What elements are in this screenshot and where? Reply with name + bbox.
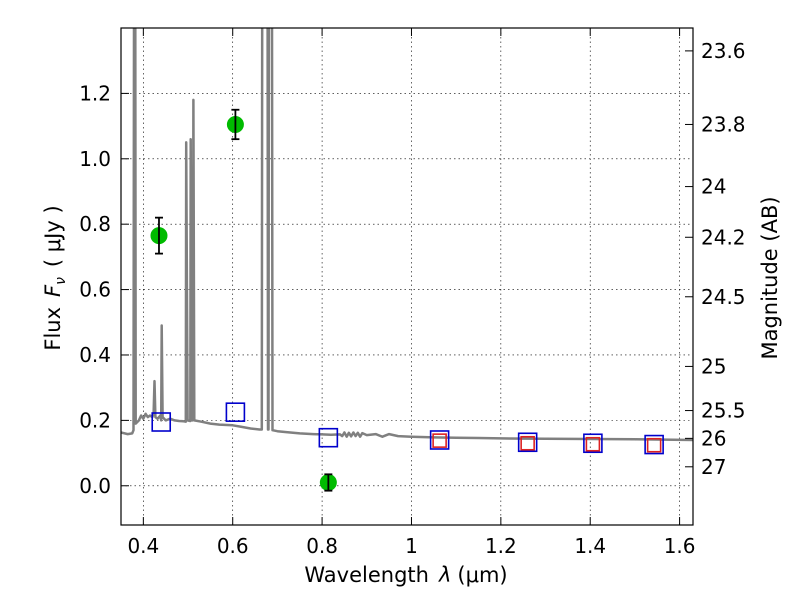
mag-tick-label-0: 23.6 — [701, 39, 746, 63]
mag-tick-label-8: 27 — [701, 455, 726, 479]
mag-tick-label-5: 25 — [701, 354, 726, 378]
y-tick-label-0: 0.0 — [79, 474, 111, 498]
mag-tick-label-7: 26 — [701, 426, 726, 450]
y-axis-label: FluxFν( μJy ) — [41, 205, 69, 350]
model-square-blue-4 — [517, 432, 538, 453]
mag-tick-label-1: 23.8 — [701, 112, 746, 136]
model-square-blue-0 — [151, 412, 172, 432]
model-square-red-3 — [646, 437, 662, 453]
x-tick-label-2: 0.8 — [306, 534, 338, 558]
model-square-blue-2 — [318, 427, 339, 448]
mag-tick-label-3: 24.2 — [701, 225, 746, 249]
ticks: 0.4 0.6 0.8 1 1.2 1.4 1.6 0.0 0.2 0.4 0.6 0.8 1.0 1.2… — [79, 28, 746, 558]
mag-tick-label-4: 24.5 — [701, 285, 746, 309]
model-square-red-1 — [520, 435, 535, 451]
mag-tick-label-2: 24 — [701, 175, 726, 199]
x-axis-label: Wavelength λ (μm) — [304, 563, 507, 587]
model-square-blue-3 — [429, 430, 450, 450]
plot-area — [121, 28, 693, 492]
y2-axis-label: Magnitude (AB) — [758, 196, 782, 359]
y-tick-label-1: 0.2 — [79, 408, 111, 432]
y-tick-label-2: 0.4 — [79, 343, 111, 367]
x-tick-label-1: 0.6 — [217, 534, 249, 558]
model-square-red-2 — [585, 436, 601, 452]
x-tick-label-4: 1.2 — [485, 534, 517, 558]
model-square-blue-1 — [225, 402, 246, 422]
plot-frame — [120, 27, 694, 526]
x-tick-label-5: 1.4 — [574, 534, 606, 558]
y-tick-label-6: 1.2 — [79, 81, 111, 105]
x-tick-label-3: 1 — [405, 534, 418, 558]
y-tick-label-3: 0.6 — [79, 278, 111, 302]
y-tick-label-5: 1.0 — [79, 147, 111, 171]
x-tick-label-0: 0.4 — [127, 534, 159, 558]
model-square-blue-5 — [583, 433, 603, 454]
grid — [121, 28, 693, 525]
model-square-blue-6 — [644, 434, 664, 455]
mag-tick-label-6: 25.5 — [701, 399, 746, 423]
x-tick-label-6: 1.6 — [664, 534, 696, 558]
y-tick-label-4: 0.8 — [79, 212, 111, 236]
model-square-red-0 — [432, 433, 447, 448]
